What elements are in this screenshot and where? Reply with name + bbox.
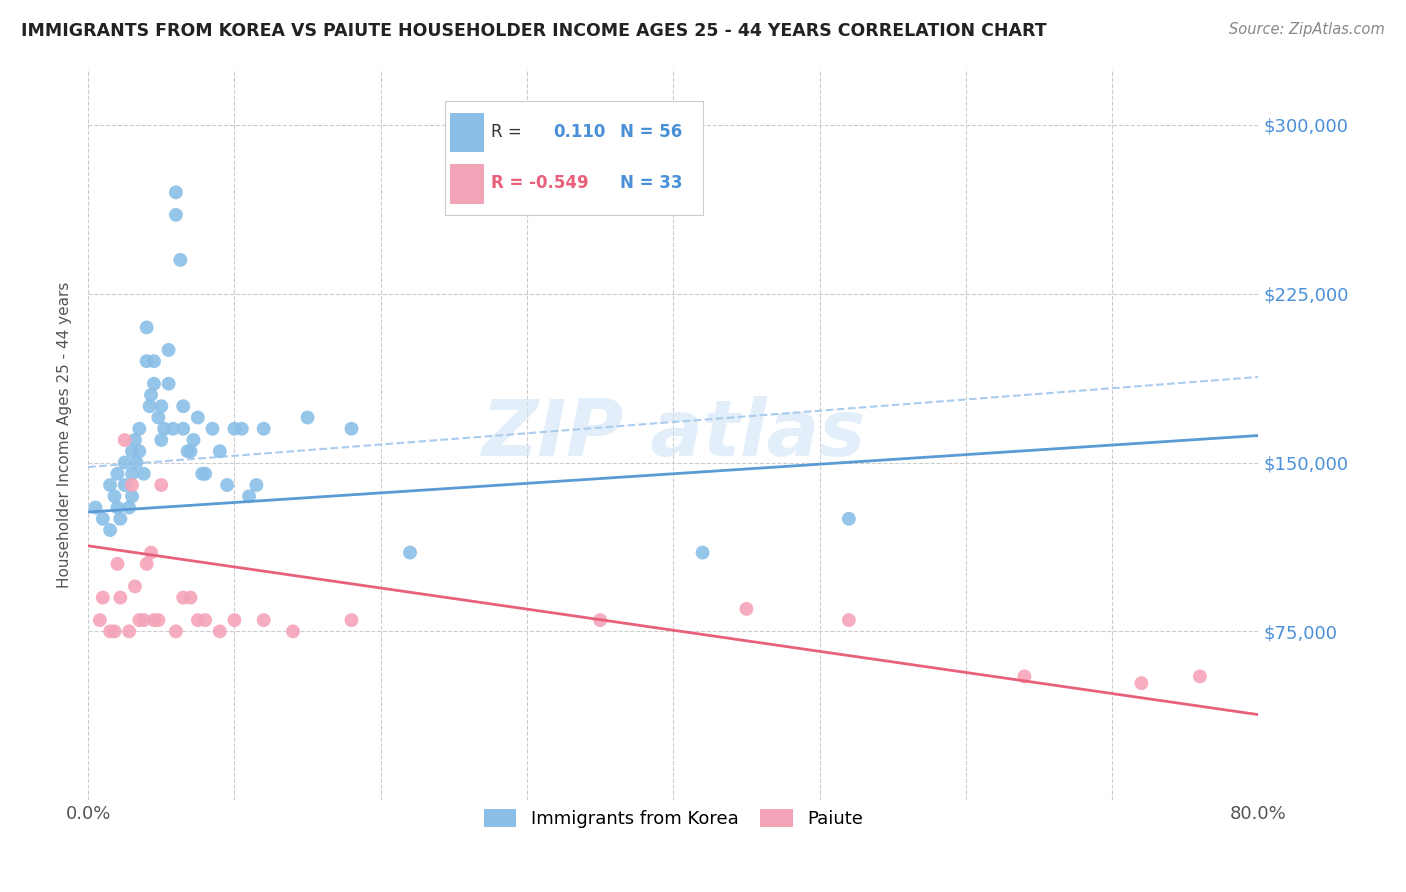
- Point: [118, 624, 141, 639]
- Point: [114, 456, 136, 470]
- Point: [208, 444, 231, 458]
- Point: [121, 489, 143, 503]
- Point: [231, 422, 253, 436]
- Point: [183, 433, 205, 447]
- Point: [124, 433, 146, 447]
- Point: [217, 478, 239, 492]
- Legend: Immigrants from Korea, Paiute: Immigrants from Korea, Paiute: [477, 801, 870, 835]
- Point: [107, 467, 129, 481]
- Point: [98, 523, 121, 537]
- Point: [103, 489, 125, 503]
- Text: Source: ZipAtlas.com: Source: ZipAtlas.com: [1229, 22, 1385, 37]
- Point: [399, 545, 422, 559]
- Point: [91, 512, 114, 526]
- Point: [139, 388, 162, 402]
- Point: [172, 591, 194, 605]
- Point: [121, 467, 143, 481]
- Point: [297, 410, 319, 425]
- Point: [150, 478, 173, 492]
- Point: [340, 422, 363, 436]
- Text: ZIP atlas: ZIP atlas: [481, 396, 866, 473]
- Point: [143, 613, 166, 627]
- Point: [224, 422, 246, 436]
- Point: [1188, 669, 1211, 683]
- Point: [132, 467, 155, 481]
- Point: [107, 500, 129, 515]
- Point: [128, 444, 150, 458]
- Point: [103, 624, 125, 639]
- Point: [172, 422, 194, 436]
- Point: [128, 422, 150, 436]
- Point: [169, 252, 191, 267]
- Point: [735, 602, 758, 616]
- Point: [187, 410, 209, 425]
- Point: [589, 613, 612, 627]
- Point: [692, 545, 714, 559]
- Point: [148, 410, 170, 425]
- Point: [125, 456, 148, 470]
- Point: [187, 613, 209, 627]
- Point: [281, 624, 304, 639]
- Point: [110, 512, 132, 526]
- Point: [194, 613, 217, 627]
- Point: [157, 376, 180, 391]
- Point: [121, 478, 143, 492]
- Point: [132, 613, 155, 627]
- Point: [135, 320, 157, 334]
- Point: [124, 579, 146, 593]
- Point: [1014, 669, 1036, 683]
- Point: [150, 399, 173, 413]
- Point: [165, 624, 187, 639]
- Point: [118, 500, 141, 515]
- Point: [172, 399, 194, 413]
- Point: [135, 354, 157, 368]
- Point: [135, 557, 157, 571]
- Point: [143, 354, 166, 368]
- Point: [238, 489, 260, 503]
- Point: [180, 591, 202, 605]
- Point: [128, 613, 150, 627]
- Point: [114, 478, 136, 492]
- Point: [114, 433, 136, 447]
- Point: [253, 422, 276, 436]
- Point: [89, 613, 111, 627]
- Point: [245, 478, 267, 492]
- Point: [191, 467, 214, 481]
- Text: IMMIGRANTS FROM KOREA VS PAIUTE HOUSEHOLDER INCOME AGES 25 - 44 YEARS CORRELATIO: IMMIGRANTS FROM KOREA VS PAIUTE HOUSEHOL…: [21, 22, 1046, 40]
- Point: [165, 208, 187, 222]
- Point: [838, 613, 860, 627]
- Point: [121, 444, 143, 458]
- Point: [165, 186, 187, 200]
- Point: [1130, 676, 1153, 690]
- Point: [139, 545, 162, 559]
- Point: [153, 422, 176, 436]
- Point: [340, 613, 363, 627]
- Point: [208, 624, 231, 639]
- Point: [148, 613, 170, 627]
- Point: [84, 500, 107, 515]
- Point: [150, 433, 173, 447]
- Point: [224, 613, 246, 627]
- Point: [138, 399, 160, 413]
- Point: [98, 478, 121, 492]
- Point: [176, 444, 198, 458]
- Point: [838, 512, 860, 526]
- Point: [98, 624, 121, 639]
- Point: [107, 557, 129, 571]
- Point: [157, 343, 180, 357]
- Y-axis label: Householder Income Ages 25 - 44 years: Householder Income Ages 25 - 44 years: [58, 281, 72, 588]
- Point: [91, 591, 114, 605]
- Point: [110, 591, 132, 605]
- Point: [253, 613, 276, 627]
- Point: [180, 444, 202, 458]
- Point: [201, 422, 224, 436]
- Point: [143, 376, 166, 391]
- Point: [194, 467, 217, 481]
- Point: [162, 422, 184, 436]
